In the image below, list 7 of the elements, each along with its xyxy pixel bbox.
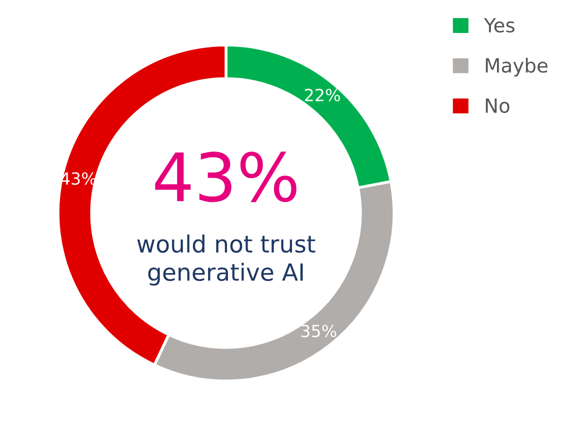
legend-label: Yes — [484, 18, 514, 33]
data-label: 35% — [301, 324, 336, 338]
text: would not trust generative AI — [137, 234, 316, 286]
legend-label: No — [486, 98, 510, 113]
text: 43% — [155, 152, 296, 202]
data-label: 22% — [305, 88, 340, 102]
legend-label: Maybe — [486, 58, 548, 77]
